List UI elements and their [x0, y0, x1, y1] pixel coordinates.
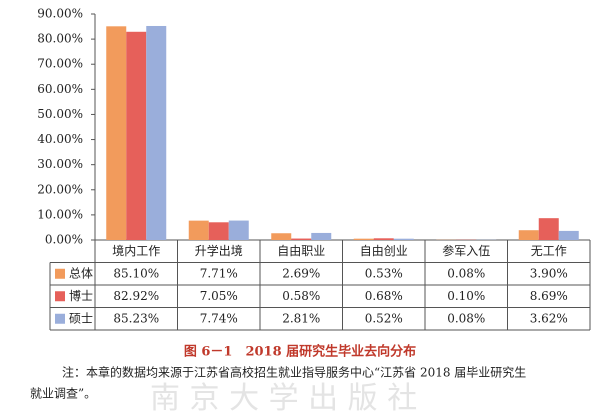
bar — [373, 238, 394, 240]
note-line: 就业调查”。 — [30, 387, 96, 401]
watermark: 南 京 大 学 出 版 社 — [150, 381, 417, 411]
bar — [146, 25, 167, 241]
legend-swatch — [55, 291, 65, 302]
table-value: 7.74% — [200, 311, 238, 325]
table-value: 2.69% — [282, 266, 320, 280]
y-tick-label: 70.00% — [37, 57, 83, 71]
y-tick-label: 20.00% — [37, 182, 83, 196]
table-value: 0.58% — [282, 289, 320, 303]
table-value: 2.81% — [282, 311, 320, 325]
chart-caption: 图 6－1 2018 届研究生毕业去向分布 — [184, 344, 416, 360]
bar — [538, 218, 559, 240]
table-value: 3.90% — [530, 266, 568, 280]
legend-swatch — [55, 313, 65, 324]
note-line: 注：本章的数据均来源于江苏省高校招生就业指导服务中心“江苏省 2018 届毕业研… — [62, 365, 526, 380]
bar — [393, 238, 414, 240]
y-tick-label: 30.00% — [37, 157, 83, 171]
table-value: 0.10% — [447, 289, 485, 303]
legend-label: 总体 — [69, 266, 93, 280]
bar — [271, 233, 292, 240]
legend-label: 硕士 — [69, 311, 93, 325]
y-tick-label: 50.00% — [37, 107, 83, 121]
x-tick-label: 自由创业 — [360, 244, 408, 258]
table-value: 0.08% — [447, 266, 485, 280]
legend-label: 博士 — [69, 288, 93, 303]
bar — [558, 230, 579, 240]
bar — [518, 230, 539, 240]
bar — [188, 220, 209, 240]
bar — [311, 232, 332, 240]
y-tick-label: 10.00% — [37, 207, 83, 221]
y-tick-label: 60.00% — [37, 82, 83, 96]
table-value: 0.53% — [365, 266, 403, 280]
x-tick-label: 升学出境 — [195, 243, 243, 258]
y-tick-label: 80.00% — [37, 32, 83, 46]
bar — [353, 238, 374, 240]
table-value: 85.10% — [113, 266, 159, 280]
bar — [126, 31, 147, 240]
x-tick-label: 无工作 — [531, 244, 567, 258]
table-value: 3.62% — [530, 311, 568, 325]
y-tick-label: 0.00% — [45, 233, 83, 247]
table-value: 7.71% — [200, 266, 238, 280]
y-tick-label: 40.00% — [37, 132, 83, 146]
x-tick-label: 自由职业 — [277, 244, 325, 258]
legend-swatch — [55, 268, 65, 279]
table-value: 0.68% — [365, 289, 403, 303]
table-value: 0.08% — [447, 311, 485, 325]
bar — [228, 220, 249, 240]
table-value: 0.52% — [365, 311, 403, 325]
bar — [106, 26, 127, 241]
table-value: 82.92% — [113, 289, 159, 303]
bar — [208, 222, 229, 240]
table-value: 7.05% — [200, 289, 238, 303]
x-tick-label: 参军入伍 — [442, 243, 490, 258]
bar — [291, 238, 312, 240]
x-tick-label: 境内工作 — [112, 243, 160, 258]
table-value: 85.23% — [113, 311, 159, 325]
y-tick-label: 90.00% — [37, 7, 83, 21]
table-value: 8.69% — [530, 289, 568, 303]
